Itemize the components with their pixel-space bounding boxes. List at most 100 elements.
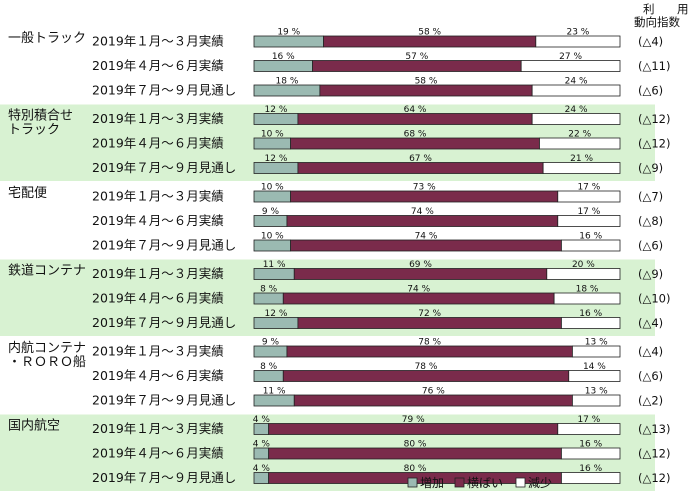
data-label: 4 % — [253, 464, 271, 474]
group-label: 鉄道コンテナ — [8, 264, 86, 279]
index-label: (△12) — [638, 137, 670, 151]
data-label: 24 % — [565, 105, 588, 115]
bar-segment-flat — [297, 113, 533, 125]
bar-segment-flat — [290, 190, 559, 203]
data-label: 11 % — [263, 387, 286, 397]
data-label: 74 % — [415, 232, 438, 242]
data-label: 18 % — [576, 285, 599, 295]
bar-segment-decrease — [535, 35, 621, 48]
data-label: 13 % — [585, 338, 608, 348]
data-label: 67 % — [409, 154, 432, 164]
index-label: (△4) — [638, 316, 663, 330]
bar-segment-increase — [253, 60, 313, 72]
bar-segment-flat — [290, 137, 540, 150]
bar-segment-flat — [312, 60, 522, 72]
data-label: 8 % — [260, 285, 278, 295]
data-label: 17 % — [577, 207, 600, 217]
bar-segment-increase — [253, 268, 295, 280]
data-label: 58 % — [418, 28, 441, 38]
index-label: (△8) — [638, 214, 663, 228]
data-label: 69 % — [409, 260, 432, 270]
bar-segment-increase — [253, 423, 270, 435]
bar-segment-decrease — [557, 215, 621, 227]
bar-segment-decrease — [561, 472, 621, 484]
data-label: 17 % — [577, 415, 600, 425]
data-label: 18 % — [276, 77, 299, 87]
data-label: 24 % — [565, 77, 588, 87]
legend-label: 増加 — [420, 476, 444, 490]
period-label: 2019年４月～６月実績 — [92, 291, 224, 306]
period-label: 2019年４月～６月実績 — [92, 213, 224, 228]
group-label: 国内航空 — [8, 418, 60, 434]
bar-segment-flat — [293, 394, 573, 407]
legend-label: 減少 — [528, 475, 552, 490]
index-label: (△13) — [638, 422, 670, 436]
bar-segment-decrease — [557, 423, 621, 435]
data-label: 16 % — [272, 52, 295, 62]
bar-segment-decrease — [572, 394, 621, 407]
bar-segment-flat — [268, 447, 562, 460]
data-label: 16 % — [579, 464, 602, 474]
bar-segment-increase — [253, 292, 284, 305]
data-label: 12 % — [265, 309, 288, 319]
group-label: 宅配便 — [8, 186, 47, 201]
period-label: 2019年４月～６月実績 — [92, 58, 224, 73]
bar-segment-increase — [253, 239, 291, 252]
data-label: 76 % — [422, 387, 445, 397]
bar-segment-increase — [253, 137, 291, 150]
bar-segment-flat — [290, 239, 562, 252]
group-label: 特別積合せ — [8, 109, 73, 124]
bar-segment-increase — [253, 84, 321, 97]
bar-segment-decrease — [561, 447, 621, 460]
index-label: (△10) — [638, 292, 670, 306]
data-label: 11 % — [263, 260, 286, 270]
bar-segment-flat — [297, 162, 544, 174]
data-label: 9 % — [262, 207, 280, 217]
data-label: 19 % — [277, 28, 300, 38]
data-label: 64 % — [404, 105, 427, 115]
data-label: 10 % — [261, 130, 284, 140]
data-label: 74 % — [411, 207, 434, 217]
bar-segment-decrease — [546, 268, 621, 280]
period-label: 2019年７月～９月見通し — [92, 160, 236, 175]
data-label: 4 % — [253, 415, 271, 425]
bar-segment-flat — [268, 423, 559, 435]
bar-segment-flat — [293, 268, 548, 280]
bar-segment-flat — [282, 370, 570, 382]
data-label: 58 % — [415, 77, 438, 87]
bar-segment-flat — [286, 345, 573, 358]
index-label: (△12) — [638, 112, 670, 126]
bar-segment-decrease — [557, 190, 621, 203]
legend-label: 横ばい — [467, 476, 503, 490]
period-label: 2019年４月～６月実績 — [92, 368, 224, 383]
group-label: 内航コンテナ — [8, 340, 86, 356]
bar-segment-decrease — [561, 317, 621, 329]
period-label: 2019年１月～３月実績 — [92, 34, 224, 49]
data-label: 72 % — [418, 309, 441, 319]
legend-swatch — [407, 477, 418, 488]
period-label: 2019年７月～９月見通し — [92, 315, 236, 330]
bar-segment-increase — [253, 113, 299, 125]
bar-segment-increase — [253, 472, 270, 484]
data-label: 4 % — [253, 440, 271, 450]
data-label: 78 % — [418, 338, 441, 348]
data-label: 21 % — [570, 154, 593, 164]
group-label: 一般トラック — [8, 30, 86, 46]
index-label: (△4) — [638, 35, 663, 49]
period-label: 2019年７月～９月見通し — [92, 238, 236, 253]
data-label: 73 % — [413, 183, 436, 193]
index-header-char: 用 — [677, 2, 689, 16]
index-label: (△6) — [638, 239, 663, 253]
index-label: (△12) — [638, 471, 670, 485]
index-label: (△12) — [638, 447, 670, 461]
period-label: 2019年１月～３月実績 — [92, 266, 224, 281]
index-label: (△6) — [638, 369, 663, 383]
index-label: (△11) — [638, 59, 670, 73]
data-label: 13 % — [585, 387, 608, 397]
bar-segment-decrease — [553, 292, 621, 305]
index-label: (△6) — [638, 84, 663, 98]
bar-segment-increase — [253, 447, 270, 460]
period-label: 2019年１月～３月実績 — [92, 189, 224, 204]
data-label: 80 % — [404, 440, 427, 450]
data-label: 68 % — [404, 130, 427, 140]
